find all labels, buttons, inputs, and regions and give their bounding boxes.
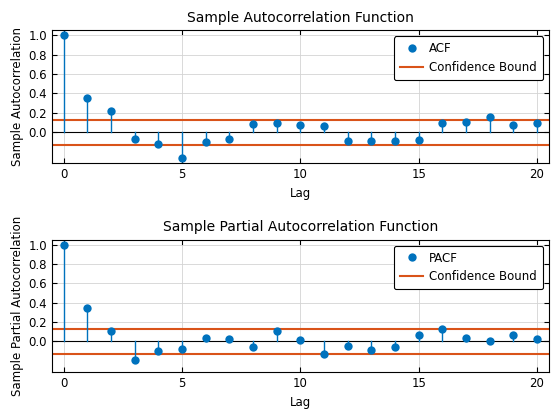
Legend: PACF, Confidence Bound: PACF, Confidence Bound	[394, 246, 543, 289]
Confidence Bound	[60, 326, 67, 331]
Confidence Bound	[84, 117, 91, 122]
ACF	[273, 121, 280, 126]
ACF	[108, 108, 114, 113]
ACF	[155, 141, 162, 146]
Legend: ACF, Confidence Bound: ACF, Confidence Bound	[394, 37, 543, 80]
PACF	[202, 335, 209, 340]
PACF	[391, 345, 398, 350]
ACF	[344, 138, 351, 143]
ACF	[486, 114, 493, 119]
ACF	[391, 138, 398, 143]
PACF	[131, 357, 138, 362]
ACF	[321, 124, 328, 129]
PACF	[179, 346, 185, 352]
ACF	[179, 156, 185, 161]
Y-axis label: Sample Autocorrelation: Sample Autocorrelation	[11, 27, 24, 166]
PACF	[273, 328, 280, 333]
PACF	[108, 328, 114, 333]
ACF	[534, 121, 540, 126]
PACF	[155, 349, 162, 354]
PACF	[416, 332, 422, 337]
ACF	[368, 138, 375, 143]
Y-axis label: Sample Partial Autocorrelation: Sample Partial Autocorrelation	[11, 216, 24, 396]
PACF	[368, 348, 375, 353]
PACF	[439, 326, 446, 331]
ACF	[84, 96, 91, 101]
PACF	[463, 335, 469, 340]
ACF	[439, 121, 446, 126]
ACF	[297, 123, 304, 128]
PACF	[250, 345, 256, 350]
ACF	[250, 122, 256, 127]
PACF	[321, 352, 328, 357]
ACF	[202, 139, 209, 144]
ACF	[131, 136, 138, 142]
Confidence Bound	[60, 117, 67, 122]
Confidence Bound	[84, 326, 91, 331]
PACF	[297, 337, 304, 342]
X-axis label: Lag: Lag	[290, 396, 311, 409]
ACF	[226, 136, 232, 142]
Title: Sample Partial Autocorrelation Function: Sample Partial Autocorrelation Function	[163, 220, 438, 234]
ACF	[463, 120, 469, 125]
PACF	[226, 336, 232, 341]
PACF	[510, 332, 517, 337]
Line: ACF: ACF	[59, 31, 541, 163]
PACF	[84, 305, 91, 310]
ACF	[60, 33, 67, 38]
Title: Sample Autocorrelation Function: Sample Autocorrelation Function	[187, 11, 414, 25]
ACF	[416, 137, 422, 142]
PACF	[486, 339, 493, 344]
PACF	[344, 344, 351, 349]
PACF	[534, 336, 540, 341]
PACF	[60, 242, 67, 247]
Line: PACF: PACF	[59, 240, 541, 364]
X-axis label: Lag: Lag	[290, 186, 311, 199]
ACF	[510, 123, 517, 128]
